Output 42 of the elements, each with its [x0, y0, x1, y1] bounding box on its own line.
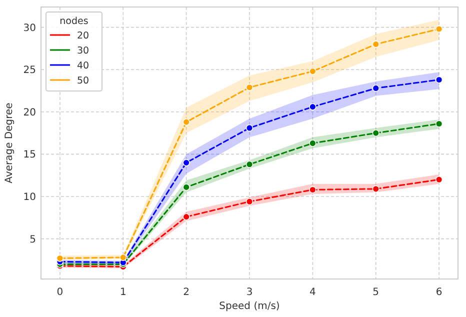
point [56, 254, 64, 262]
legend-title: nodes [60, 16, 88, 27]
legend-label: 50 [77, 76, 90, 86]
point [309, 68, 316, 75]
point [372, 84, 380, 92]
y-tick-label: 15 [23, 150, 36, 161]
y-tick-label: 25 [23, 65, 36, 76]
x-tick-label: 3 [246, 287, 253, 298]
y-tick-label: 20 [23, 107, 36, 118]
legend-label: 40 [77, 60, 90, 72]
point [435, 176, 443, 184]
point [435, 25, 443, 33]
y-tick-label: 30 [23, 22, 36, 34]
point [246, 84, 254, 91]
point [372, 185, 380, 192]
point [246, 124, 254, 132]
point [246, 160, 254, 168]
x-tick-label: 4 [309, 287, 316, 298]
point [309, 140, 316, 147]
y-axis-title: Average Degree [4, 102, 15, 184]
point [182, 118, 190, 126]
point [120, 254, 127, 262]
point [372, 40, 380, 48]
y-tick-label: 5 [30, 234, 36, 246]
point [182, 213, 190, 220]
legend-label: 20 [77, 30, 90, 42]
point [182, 159, 190, 166]
x-axis-title: Speed (m/s) [219, 301, 280, 312]
x-tick-label: 1 [120, 287, 126, 298]
y-tick-label: 10 [23, 192, 36, 204]
x-tick-label: 6 [436, 287, 442, 298]
point [435, 76, 443, 84]
point [309, 186, 316, 194]
point [246, 198, 254, 206]
point [182, 184, 190, 191]
point [309, 103, 316, 110]
x-tick-label: 2 [183, 287, 190, 298]
x-tick-label: 0 [56, 287, 64, 298]
x-tick-label: 5 [372, 287, 380, 298]
point [435, 120, 443, 128]
legend-label: 30 [77, 46, 90, 56]
point [372, 129, 380, 137]
